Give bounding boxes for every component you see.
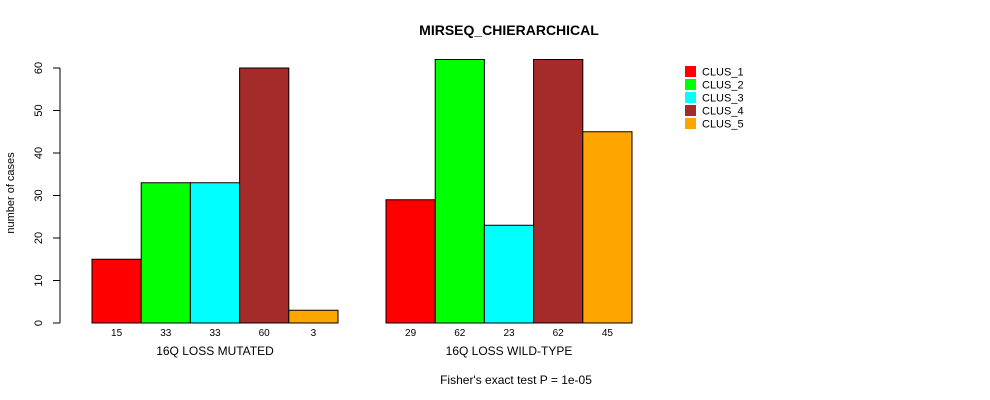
bars-group [91, 59, 633, 324]
bar-value-label: 60 [259, 328, 271, 339]
bar-clus-3-group-1 [189, 182, 241, 324]
legend-swatch [685, 118, 696, 129]
bar-clus-4-group-1 [239, 67, 290, 324]
bar-value-label: 15 [111, 328, 123, 339]
bar-clus-1-group-2 [385, 199, 436, 324]
y-tick-label: 30 [33, 189, 45, 201]
bar-clus-2-group-1 [140, 182, 191, 324]
legend-label: CLUS_5 [702, 119, 744, 131]
bar-value-label: 33 [160, 328, 172, 339]
bar-value-label: 45 [602, 328, 614, 339]
bar-value-label: 33 [209, 328, 221, 339]
legend-swatch [685, 105, 696, 116]
legend-swatch [685, 79, 696, 90]
y-tick-label: 0 [33, 320, 45, 326]
y-tick-label: 40 [33, 147, 45, 159]
group-labels-group: 16Q LOSS MUTATED 16Q LOSS WILD-TYPE [156, 344, 572, 358]
bar-clus-3-group-2 [483, 224, 535, 324]
legend-label: CLUS_2 [702, 80, 744, 92]
category-label: 16Q LOSS WILD-TYPE [446, 344, 573, 358]
legend-label: CLUS_4 [702, 106, 744, 118]
bar-clus-5-group-2 [582, 131, 633, 324]
bar-value-label: 62 [553, 328, 565, 339]
bar-clus-4-group-2 [533, 59, 584, 324]
y-axis: 0 10 20 30 40 50 60 [33, 62, 61, 326]
y-tick-label: 10 [33, 274, 45, 286]
legend-swatch [685, 92, 696, 103]
footnote: Fisher's exact test P = 1e-05 [440, 373, 592, 387]
chart-title: MIRSEQ_CHIERARCHICAL [419, 22, 599, 38]
bar-value-label: 3 [311, 328, 317, 339]
y-tick-label: 50 [33, 104, 45, 116]
y-axis-label: number of cases [5, 152, 17, 234]
bar-value-label: 29 [405, 328, 417, 339]
bar-value-label: 62 [454, 328, 466, 339]
y-tick-label: 60 [33, 62, 45, 74]
y-tick-label: 20 [33, 232, 45, 244]
value-labels-group: 15 33 33 60 3 29 62 23 62 45 [111, 328, 613, 339]
legend-label: CLUS_3 [702, 93, 744, 105]
legend-swatch [685, 66, 696, 77]
bar-clus-2-group-2 [434, 59, 485, 324]
bar-clus-1-group-1 [91, 258, 142, 324]
category-label: 16Q LOSS MUTATED [156, 344, 274, 358]
legend-label: CLUS_1 [702, 67, 744, 79]
bar-value-label: 23 [503, 328, 515, 339]
bar-clus-5-group-1 [288, 309, 339, 324]
